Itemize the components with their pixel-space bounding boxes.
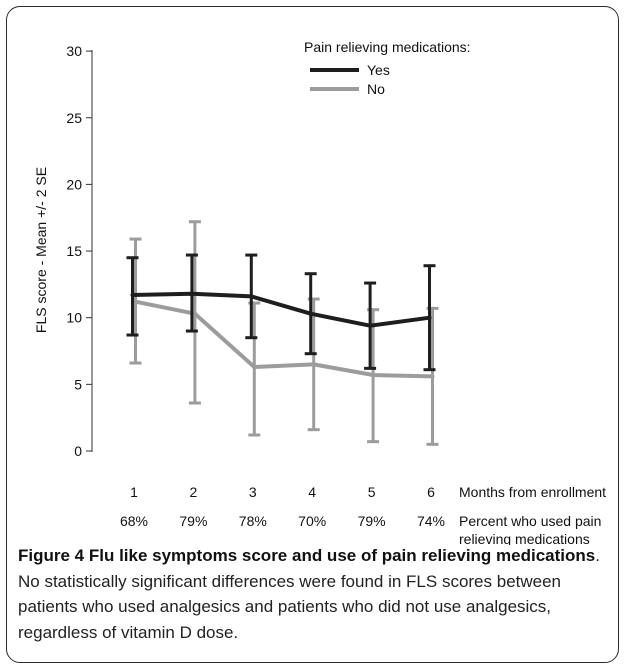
caption-body: . No statistically significant differenc… — [18, 546, 600, 642]
mean-point-no — [252, 365, 257, 370]
y-axis-ticks: 0 5 10 15 20 25 30 — [66, 43, 92, 459]
percent-value: 79% — [358, 513, 386, 529]
mean-point-yes — [249, 294, 254, 299]
legend-label-no: No — [367, 81, 385, 97]
x-tick-label: 2 — [190, 484, 198, 500]
y-tick-label: 25 — [66, 110, 82, 126]
x-axis-ticks: 1 2 3 4 5 6 — [130, 484, 435, 500]
x-axis-title: Months from enrollment — [459, 484, 606, 500]
percent-value: 78% — [239, 513, 267, 529]
mean-point-yes — [189, 291, 194, 296]
y-tick-label: 20 — [66, 176, 82, 192]
percent-value: 68% — [120, 513, 148, 529]
y-tick-label: 0 — [74, 443, 82, 459]
y-tick-label: 30 — [66, 43, 82, 59]
series-no — [129, 220, 439, 446]
mean-point-no — [311, 362, 316, 367]
mean-line-yes — [132, 291, 430, 328]
mean-point-no — [430, 374, 435, 379]
y-axis-title: FLS score - Mean +/- 2 SE — [33, 167, 49, 333]
percent-row-label: Percent who used pain relieving medicati… — [459, 513, 605, 545]
mean-point-no — [192, 311, 197, 316]
y-tick-label: 15 — [66, 243, 82, 259]
mean-point-yes — [427, 315, 432, 320]
mean-point-no — [371, 373, 376, 378]
caption-figure-label: Figure 4 — [18, 546, 85, 565]
caption-title: Flu like symptoms score and use of pain … — [88, 546, 596, 565]
y-tick-label: 5 — [74, 376, 82, 392]
mean-point-yes — [308, 311, 313, 316]
x-tick-label: 1 — [130, 484, 138, 500]
x-tick-label: 3 — [249, 484, 257, 500]
percent-value: 79% — [179, 513, 207, 529]
percent-value: 70% — [298, 513, 326, 529]
legend-title: Pain relieving medications: — [304, 39, 471, 55]
x-tick-label: 6 — [427, 484, 435, 500]
x-tick-label: 4 — [308, 484, 316, 500]
mean-point-no — [133, 299, 138, 304]
series-layer — [126, 220, 439, 446]
y-tick-label: 10 — [66, 310, 82, 326]
percent-row: 68% 79% 78% 70% 79% 74% — [120, 513, 445, 529]
mean-line-no — [135, 299, 433, 379]
x-tick-label: 5 — [368, 484, 376, 500]
mean-point-yes — [130, 293, 135, 298]
legend-label-yes: Yes — [367, 62, 390, 78]
series-yes — [126, 253, 436, 372]
mean-point-yes — [368, 323, 373, 328]
percent-value: 74% — [417, 513, 445, 529]
legend: Pain relieving medications: Yes No — [304, 39, 471, 97]
figure-caption: Figure 4 Flu like symptoms score and use… — [18, 543, 618, 645]
